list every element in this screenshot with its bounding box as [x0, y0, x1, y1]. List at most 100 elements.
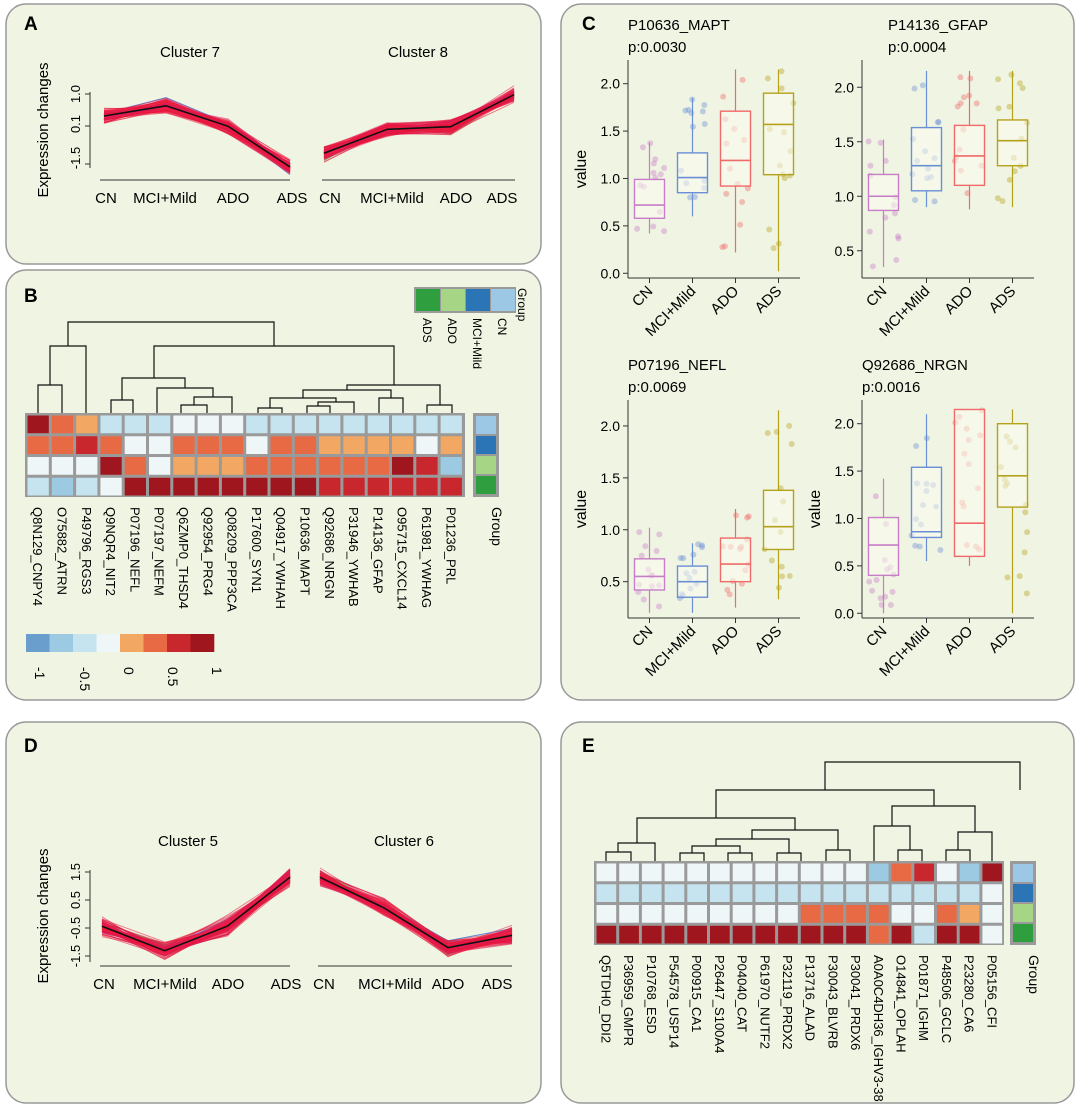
boxplot-point: [638, 552, 645, 559]
heatmap-e-cell: [959, 863, 980, 882]
boxplot-point: [739, 76, 746, 83]
panel-b-letter: B: [24, 286, 38, 307]
boxplot-point: [695, 541, 702, 548]
boxplot-ytick-label: 1.0: [835, 510, 855, 526]
boxplot-point: [865, 138, 872, 145]
heatmap-b-cell: [270, 436, 292, 454]
colorbar-segment: [96, 634, 121, 652]
boxplot-point: [954, 103, 961, 110]
heatmap-e-cell: [664, 863, 685, 882]
boxplot-point: [690, 551, 697, 558]
boxplot-point: [720, 93, 727, 100]
heatmap-b-column-label: P07196_NEFL: [127, 507, 142, 592]
heatmap-b-column-label: P61981_YWHAG: [419, 507, 434, 608]
boxplot-point: [770, 245, 777, 252]
heatmap-e-cell: [823, 863, 844, 882]
panel-d-ytick-label-3: -0.5: [68, 917, 83, 939]
heatmap-e-cell: [687, 884, 707, 902]
group-legend-label-cn: CN: [495, 318, 509, 335]
heatmap-b-cell: [294, 457, 317, 475]
boxplot-point: [1016, 80, 1023, 87]
heatmap-e-cell: [641, 884, 662, 902]
heatmap-e-cell: [596, 925, 617, 944]
heatmap-e-cell: [846, 925, 866, 944]
boxplot-pvalue: p:0.0016: [862, 379, 920, 396]
heatmap-b-dendrogram: [37, 321, 453, 413]
boxplot-ytick-label: 1.5: [601, 470, 621, 486]
panel-e-heatmap: Group Q5TDH0_DDI2 P36959_GMPR P10768_ESD P5…: [594, 761, 1042, 1102]
heatmap-b-cell: [270, 415, 292, 434]
boxplot-point: [999, 198, 1006, 205]
heatmap-e-cell: [687, 863, 707, 882]
boxplot-point: [640, 596, 647, 603]
colorbar-segment: [49, 634, 74, 652]
cluster6-xtick-ads: ADS: [482, 976, 513, 993]
cluster5-title: Cluster 5: [158, 833, 218, 850]
boxplot-box: [762, 489, 795, 551]
colorbar-segment: [73, 634, 97, 652]
boxplot-point: [650, 160, 657, 167]
heatmap-b-cell: [416, 457, 438, 475]
heatmap-b-cell: [392, 457, 414, 475]
boxplot-point: [766, 226, 773, 233]
boxplot-point: [1004, 574, 1011, 581]
boxplot-point: [680, 555, 687, 562]
heatmap-b-cell: [100, 457, 122, 475]
boxplot-point: [916, 543, 923, 550]
heatmap-e-cell: [596, 905, 617, 923]
colorbar-segment: [143, 634, 168, 652]
boxplot-point: [768, 557, 775, 564]
panel-d-cluster5: Cluster 5 Expression changes 1.5 0.5 -0.…: [35, 833, 301, 993]
heatmap-b-cell: [246, 415, 268, 434]
boxplot-ylabel: value: [573, 150, 590, 188]
heatmap-b-cell: [197, 436, 219, 454]
heatmap-b-cell: [76, 457, 98, 475]
boxplot-point: [788, 440, 795, 447]
boxplot-point: [889, 588, 896, 595]
heatmap-b-group-annotation: Group: [473, 413, 505, 546]
cluster8-mean-line: [323, 93, 515, 155]
heatmap-b-cell: [51, 436, 74, 454]
boxplot-point: [650, 223, 657, 230]
heatmap-b-column-label: O75882_ATRN: [54, 507, 69, 595]
boxplot-ylabel: value: [573, 490, 590, 528]
boxplot-box: [676, 152, 709, 194]
heatmap-e-cell: [914, 884, 934, 902]
colorbar-segment: [167, 634, 191, 652]
heatmap-e-cell: [778, 925, 798, 944]
heatmap-b-cell: [343, 415, 365, 434]
heatmap-e-cell: [710, 905, 730, 923]
heatmap-e-cell: [982, 925, 1003, 944]
heatmap-b-column-label: P14136_GFAP: [370, 507, 385, 594]
heatmap-e-cell: [891, 884, 912, 902]
heatmap-b-cell: [149, 457, 171, 475]
group-legend-swatch-ads: [416, 289, 440, 311]
heatmap-e-column-label: P05156_CFI: [984, 955, 999, 1028]
heatmap-e-column-label: P48506_GCLC: [939, 955, 954, 1043]
heatmap-b-column-label: P10636_MAPT: [297, 507, 312, 595]
boxplot-point: [764, 75, 771, 82]
heatmap-e-cell: [959, 905, 980, 923]
boxplot-point: [652, 156, 659, 163]
heatmap-e-cell: [868, 884, 889, 902]
heatmap-b-group-label: Group: [489, 507, 505, 546]
boxplot-point: [1019, 85, 1026, 92]
heatmap-b-cell: [173, 436, 195, 454]
heatmap-e-cell: [619, 863, 639, 882]
heatmap-e-cell: [732, 905, 753, 923]
boxplot-point: [642, 543, 649, 550]
cluster5-xtick-mci: MCI+Mild: [133, 976, 197, 993]
boxplot-point: [887, 601, 894, 608]
cluster6-title: Cluster 6: [374, 833, 434, 850]
heatmap-e-cell: [891, 905, 912, 923]
heatmap-b-cell: [51, 477, 74, 496]
panel-d-ytick-label-2: 0.5: [68, 891, 83, 909]
heatmap-b-cell: [27, 436, 49, 454]
colorbar-tick-05: 0.5: [165, 667, 181, 687]
heatmap-b-cell: [392, 415, 414, 434]
boxplot-title: P14136_GFAP: [888, 17, 988, 34]
heatmap-e-cell: [868, 863, 889, 882]
heatmap-e-cell: [959, 925, 980, 944]
heatmap-e-cell: [641, 925, 662, 944]
heatmap-e-cell: [846, 884, 866, 902]
